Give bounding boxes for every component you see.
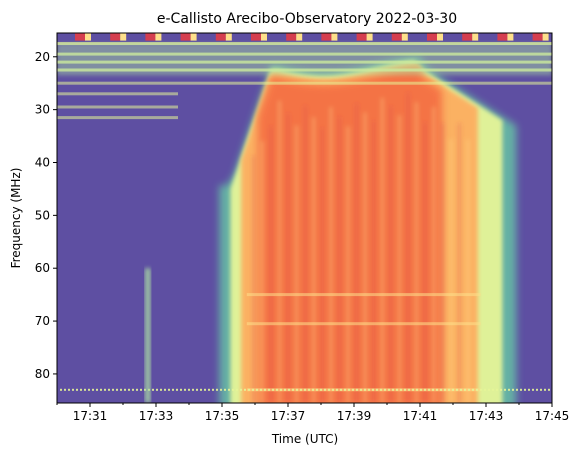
interference-band	[246, 293, 481, 297]
interference-bands	[57, 42, 552, 392]
bottom-dotted-band	[60, 388, 550, 391]
calibration-markers	[75, 33, 549, 41]
calibration-marker	[251, 33, 261, 41]
early-spike	[144, 268, 151, 403]
interference-band	[57, 116, 178, 120]
burst-core	[257, 68, 442, 403]
y-tick-label: 50	[35, 208, 50, 222]
x-tick-label: 17:31	[73, 409, 108, 423]
calibration-marker	[286, 33, 297, 41]
interference-band	[57, 105, 178, 109]
chart-title: e-Callisto Arecibo-Observatory 2022-03-3…	[157, 11, 457, 27]
calibration-marker	[427, 33, 437, 41]
y-tick-label: 40	[35, 156, 50, 170]
calibration-marker	[356, 33, 367, 41]
calibration-marker	[145, 33, 156, 41]
x-tick-label: 17:35	[205, 409, 240, 423]
calibration-marker	[75, 33, 85, 41]
x-tick-label: 17:45	[535, 409, 570, 423]
rfi-region	[57, 43, 552, 76]
calibration-marker	[391, 33, 402, 41]
x-tick-label: 17:33	[139, 409, 174, 423]
calibration-marker	[215, 33, 226, 41]
x-tick-label: 17:41	[403, 409, 438, 423]
spectrogram-layer	[57, 33, 552, 403]
plot-area	[57, 33, 552, 403]
calibration-marker	[462, 33, 473, 41]
y-axis-label: Frequency (MHz)	[9, 168, 23, 269]
y-tick-label: 20	[35, 50, 50, 64]
y-tick-label: 80	[35, 367, 50, 381]
x-axis-label: Time (UTC)	[271, 432, 338, 446]
y-tick-label: 30	[35, 103, 50, 117]
plot-frame	[56, 32, 553, 404]
burst-striations	[252, 92, 470, 403]
x-tick-label: 17:43	[469, 409, 504, 423]
calibration-marker	[321, 33, 332, 41]
calibration-marker	[180, 33, 191, 41]
x-tick-label: 17:39	[337, 409, 372, 423]
burst-emission	[219, 56, 517, 403]
calibration-marker	[532, 33, 543, 41]
x-tick-label: 17:37	[271, 409, 306, 423]
interference-band	[57, 81, 552, 85]
y-axis: 20 30 40 50 60 70 80	[35, 50, 57, 381]
interference-band	[246, 388, 481, 392]
x-axis: 17:31 17:33 17:35 17:37 17:39 17:41 17:43 17:45	[56, 403, 570, 423]
interference-band	[57, 92, 178, 96]
calibration-marker	[110, 33, 121, 41]
calibration-marker	[497, 33, 508, 41]
interference-band	[246, 322, 481, 326]
y-tick-label: 60	[35, 261, 50, 275]
y-tick-label: 70	[35, 314, 50, 328]
